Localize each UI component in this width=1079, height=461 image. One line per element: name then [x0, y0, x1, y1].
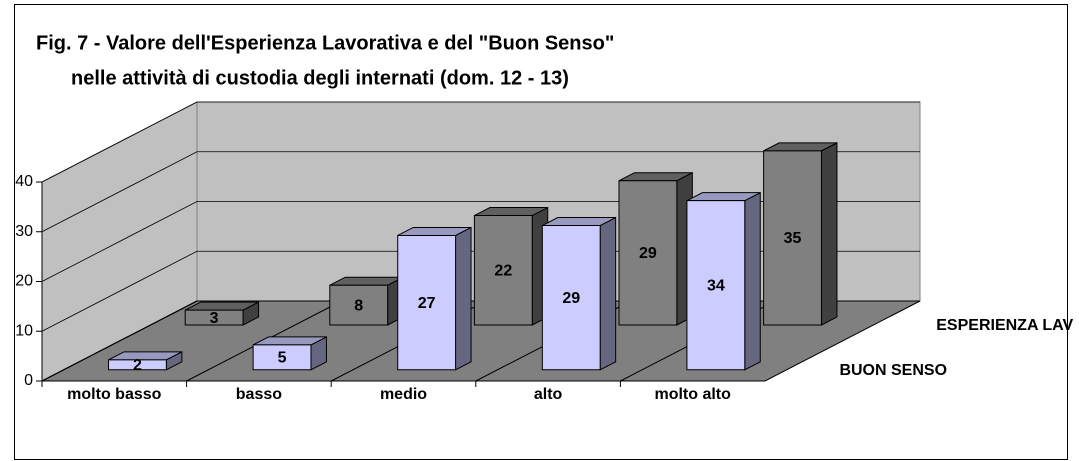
bar — [763, 142, 838, 326]
value-label: 3 — [210, 310, 219, 327]
bar-side — [455, 226, 472, 371]
bar — [108, 351, 183, 371]
value-label: 27 — [418, 295, 436, 312]
bar-front — [108, 359, 167, 371]
bar-side — [599, 216, 617, 371]
value-label: 8 — [354, 297, 363, 314]
chart-title: Fig. 7 - Valore dell'Esperienza Lavorati… — [36, 32, 614, 54]
x-tick-label: basso — [236, 386, 282, 403]
value-label: 2 — [133, 357, 142, 374]
bar — [184, 301, 260, 326]
x-tick-label: alto — [534, 386, 563, 403]
bar-front — [541, 225, 601, 371]
bar-front — [686, 200, 746, 371]
y-tick-label: 20 — [15, 273, 33, 290]
value-label: 35 — [784, 230, 802, 247]
y-tick-label: 10 — [15, 322, 33, 339]
y-tick-label: 40 — [15, 173, 33, 190]
value-label: 29 — [639, 245, 657, 262]
y-tick-label: 0 — [24, 372, 33, 389]
bar-front — [329, 284, 389, 326]
value-label: 29 — [562, 290, 580, 307]
y-tick-label: 30 — [15, 223, 33, 240]
series-label: BUON SENSO — [839, 362, 947, 379]
floor-divider — [41, 300, 198, 382]
value-label: 5 — [278, 350, 287, 367]
value-label: 22 — [494, 262, 512, 279]
x-tick-label: molto alto — [654, 386, 731, 403]
grid-line — [41, 151, 920, 233]
bar — [329, 276, 404, 326]
bar — [541, 216, 617, 371]
bar-front — [473, 215, 533, 326]
bar — [252, 336, 327, 371]
bar-front — [397, 234, 457, 371]
bar-front — [184, 309, 244, 326]
chart-subtitle: nelle attività di custodia degli interna… — [71, 67, 569, 89]
x-tick-label: medio — [380, 386, 427, 403]
bar-front — [252, 344, 312, 371]
value-label: 34 — [707, 277, 725, 294]
bar-front — [763, 150, 822, 326]
bar-front — [618, 180, 678, 326]
series-label: ESPERIENZA LAV — [936, 317, 1073, 334]
x-tick-label: molto basso — [67, 386, 161, 403]
bar — [686, 191, 761, 371]
grid-line — [41, 101, 920, 183]
bar — [397, 226, 472, 371]
bar-side — [744, 191, 761, 371]
bar-side — [820, 142, 838, 326]
